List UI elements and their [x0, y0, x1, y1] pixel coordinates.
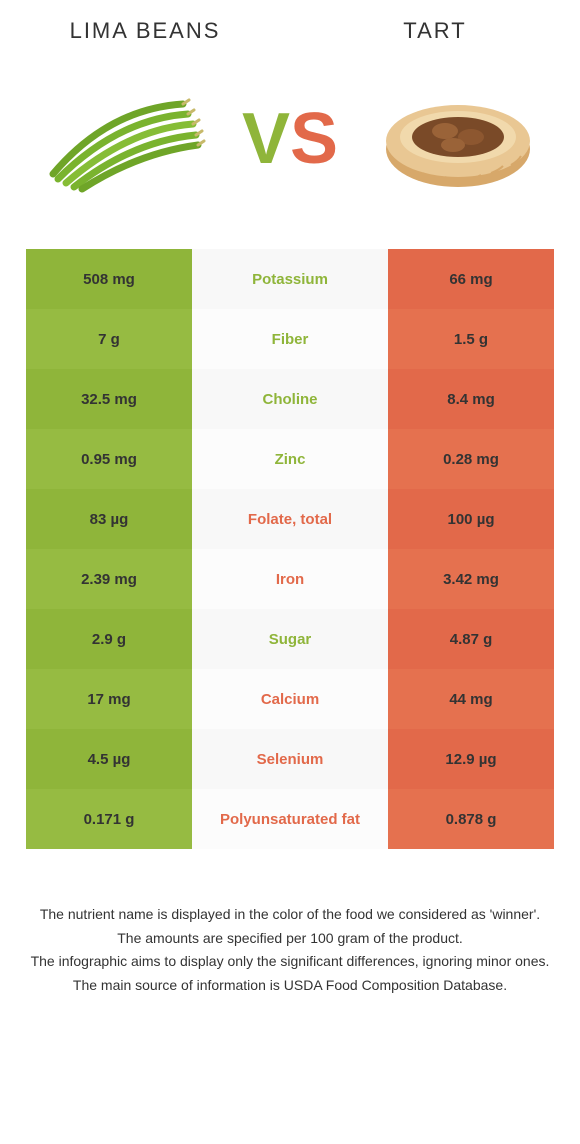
value-right: 4.87 g: [388, 609, 554, 669]
table-row: 32.5 mgCholine8.4 mg: [26, 369, 554, 429]
value-left: 508 mg: [26, 249, 192, 309]
lima-beans-icon: [38, 79, 208, 199]
value-left: 17 mg: [26, 669, 192, 729]
value-right: 8.4 mg: [388, 369, 554, 429]
value-left: 2.9 g: [26, 609, 192, 669]
nutrient-name: Polyunsaturated fat: [192, 789, 388, 849]
footer-notes: The nutrient name is displayed in the co…: [30, 904, 550, 997]
value-left: 4.5 µg: [26, 729, 192, 789]
footer-line-4: The main source of information is USDA F…: [30, 975, 550, 997]
nutrient-name: Fiber: [192, 309, 388, 369]
vs-label: VS: [225, 103, 355, 175]
footer-line-2: The amounts are specified per 100 gram o…: [30, 928, 550, 950]
hero-image-left: [20, 64, 225, 214]
table-row: 0.171 gPolyunsaturated fat0.878 g: [26, 789, 554, 849]
value-left: 0.171 g: [26, 789, 192, 849]
value-right: 0.878 g: [388, 789, 554, 849]
value-left: 32.5 mg: [26, 369, 192, 429]
value-left: 83 µg: [26, 489, 192, 549]
nutrient-name: Iron: [192, 549, 388, 609]
hero-image-right: [355, 64, 560, 214]
nutrient-name: Folate, total: [192, 489, 388, 549]
table-row: 17 mgCalcium44 mg: [26, 669, 554, 729]
comparison-table: 508 mgPotassium66 mg7 gFiber1.5 g32.5 mg…: [26, 249, 554, 849]
value-left: 7 g: [26, 309, 192, 369]
header-right-title: Tart: [290, 18, 580, 44]
table-row: 83 µgFolate, total100 µg: [26, 489, 554, 549]
value-right: 44 mg: [388, 669, 554, 729]
table-row: 2.9 gSugar4.87 g: [26, 609, 554, 669]
value-left: 2.39 mg: [26, 549, 192, 609]
table-row: 0.95 mgZinc0.28 mg: [26, 429, 554, 489]
nutrient-name: Potassium: [192, 249, 388, 309]
table-row: 7 gFiber1.5 g: [26, 309, 554, 369]
value-left: 0.95 mg: [26, 429, 192, 489]
footer-line-1: The nutrient name is displayed in the co…: [30, 904, 550, 926]
nutrient-name: Sugar: [192, 609, 388, 669]
table-row: 508 mgPotassium66 mg: [26, 249, 554, 309]
table-row: 4.5 µgSelenium12.9 µg: [26, 729, 554, 789]
value-right: 0.28 mg: [388, 429, 554, 489]
nutrient-name: Zinc: [192, 429, 388, 489]
nutrient-name: Calcium: [192, 669, 388, 729]
header-left-title: Lima beans: [0, 18, 290, 44]
hero-row: VS: [0, 54, 580, 249]
value-right: 100 µg: [388, 489, 554, 549]
vs-v-letter: V: [242, 99, 290, 179]
nutrient-name: Choline: [192, 369, 388, 429]
vs-s-letter: S: [290, 99, 338, 179]
nutrient-name: Selenium: [192, 729, 388, 789]
tart-icon: [373, 79, 543, 199]
value-right: 3.42 mg: [388, 549, 554, 609]
table-row: 2.39 mgIron3.42 mg: [26, 549, 554, 609]
value-right: 66 mg: [388, 249, 554, 309]
footer-line-3: The infographic aims to display only the…: [30, 951, 550, 973]
value-right: 1.5 g: [388, 309, 554, 369]
value-right: 12.9 µg: [388, 729, 554, 789]
header-row: Lima beans Tart: [0, 0, 580, 54]
